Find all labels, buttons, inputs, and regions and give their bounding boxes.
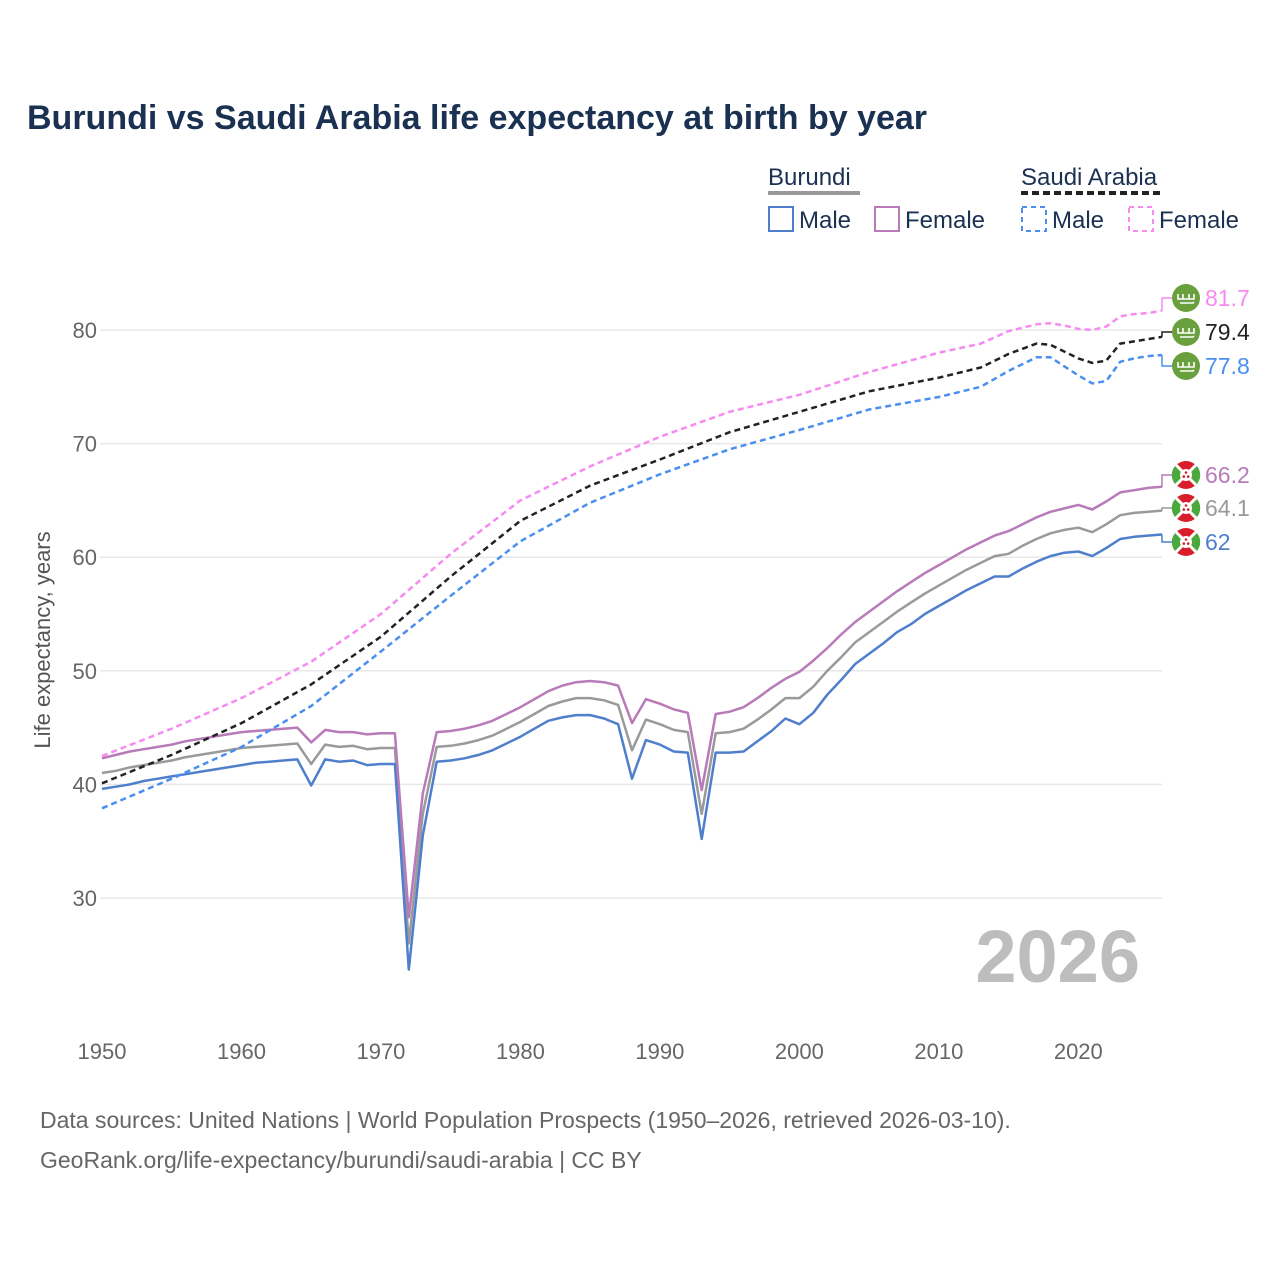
end-value-label: 62 xyxy=(1205,529,1231,555)
legend-saudi-male: Male xyxy=(1052,207,1104,234)
x-tick-labels: 1950 1960 1970 1980 1990 2000 2010 2020 xyxy=(78,1039,1103,1064)
saudi-arabia-flag-icon xyxy=(1172,352,1200,380)
chart-title: Burundi vs Saudi Arabia life expectancy … xyxy=(27,99,927,137)
x-tick-label: 1990 xyxy=(635,1039,684,1064)
legend-group-burundi: Burundi xyxy=(768,164,851,191)
end-labels: 64.1 62 66.2 79.4 77.8 81.7 xyxy=(1161,284,1250,556)
series-line-burundi-male xyxy=(101,533,1163,971)
x-tick-label: 1960 xyxy=(217,1039,266,1064)
end-connector xyxy=(1161,474,1172,487)
y-tick-label: 70 xyxy=(73,432,97,457)
saudi-arabia-flag-icon xyxy=(1172,284,1200,312)
end-value-label: 64.1 xyxy=(1205,495,1250,521)
end-connector xyxy=(1161,534,1172,543)
legend-burundi-male: Male xyxy=(799,207,851,234)
saudi-arabia-flag-icon xyxy=(1172,318,1200,346)
burundi-flag-icon xyxy=(1171,461,1201,489)
x-tick-label: 1950 xyxy=(78,1039,127,1064)
end-value-label: 79.4 xyxy=(1205,319,1250,345)
legend-burundi-female-swatch xyxy=(874,206,900,232)
y-axis-label: Life expectancy, years xyxy=(30,531,55,748)
legend-burundi-male-swatch xyxy=(768,206,794,232)
end-value-label: 81.7 xyxy=(1205,285,1250,311)
x-tick-label: 2010 xyxy=(914,1039,963,1064)
burundi-flag-icon xyxy=(1171,528,1201,556)
legend-saudi-male-swatch xyxy=(1021,206,1047,232)
legend-saudi-female: Female xyxy=(1159,207,1239,234)
legend-burundi-female: Female xyxy=(905,207,985,234)
y-tick-labels: 30 40 50 60 70 80 xyxy=(73,318,97,911)
end-connector xyxy=(1161,297,1172,311)
y-tick-label: 30 xyxy=(73,886,97,911)
series-line-saudi-arabia-female xyxy=(101,309,1163,758)
burundi-flag-icon xyxy=(1171,494,1201,522)
end-value-label: 77.8 xyxy=(1205,353,1250,379)
x-tick-label: 1980 xyxy=(496,1039,545,1064)
y-tick-label: 50 xyxy=(73,659,97,684)
footer-link[interactable]: GeoRank.org/life-expectancy/burundi/saud… xyxy=(40,1147,642,1173)
end-value-label: 66.2 xyxy=(1205,462,1250,488)
footer-sources: Data sources: United Nations | World Pop… xyxy=(40,1107,1011,1133)
series-line-burundi-total xyxy=(101,509,1163,945)
x-tick-label: 2000 xyxy=(775,1039,824,1064)
legend: Burundi Male Female Saudi Arabia Male Fe… xyxy=(768,164,1239,234)
end-connector xyxy=(1161,355,1172,367)
end-connector xyxy=(1161,507,1172,511)
y-tick-label: 40 xyxy=(73,772,97,797)
y-tick-label: 80 xyxy=(73,318,97,343)
x-tick-label: 1970 xyxy=(356,1039,405,1064)
series-lines xyxy=(101,309,1163,971)
series-line-burundi-female xyxy=(101,485,1163,919)
series-line-saudi-arabia-total xyxy=(101,335,1163,785)
gridlines xyxy=(100,329,1162,899)
y-tick-label: 60 xyxy=(73,545,97,570)
year-watermark: 2026 xyxy=(975,915,1140,998)
end-connector xyxy=(1161,331,1172,337)
series-line-saudi-arabia-male xyxy=(101,353,1163,810)
x-tick-label: 2020 xyxy=(1054,1039,1103,1064)
legend-saudi-female-swatch xyxy=(1128,206,1154,232)
legend-group-saudi-arabia: Saudi Arabia xyxy=(1021,164,1158,191)
